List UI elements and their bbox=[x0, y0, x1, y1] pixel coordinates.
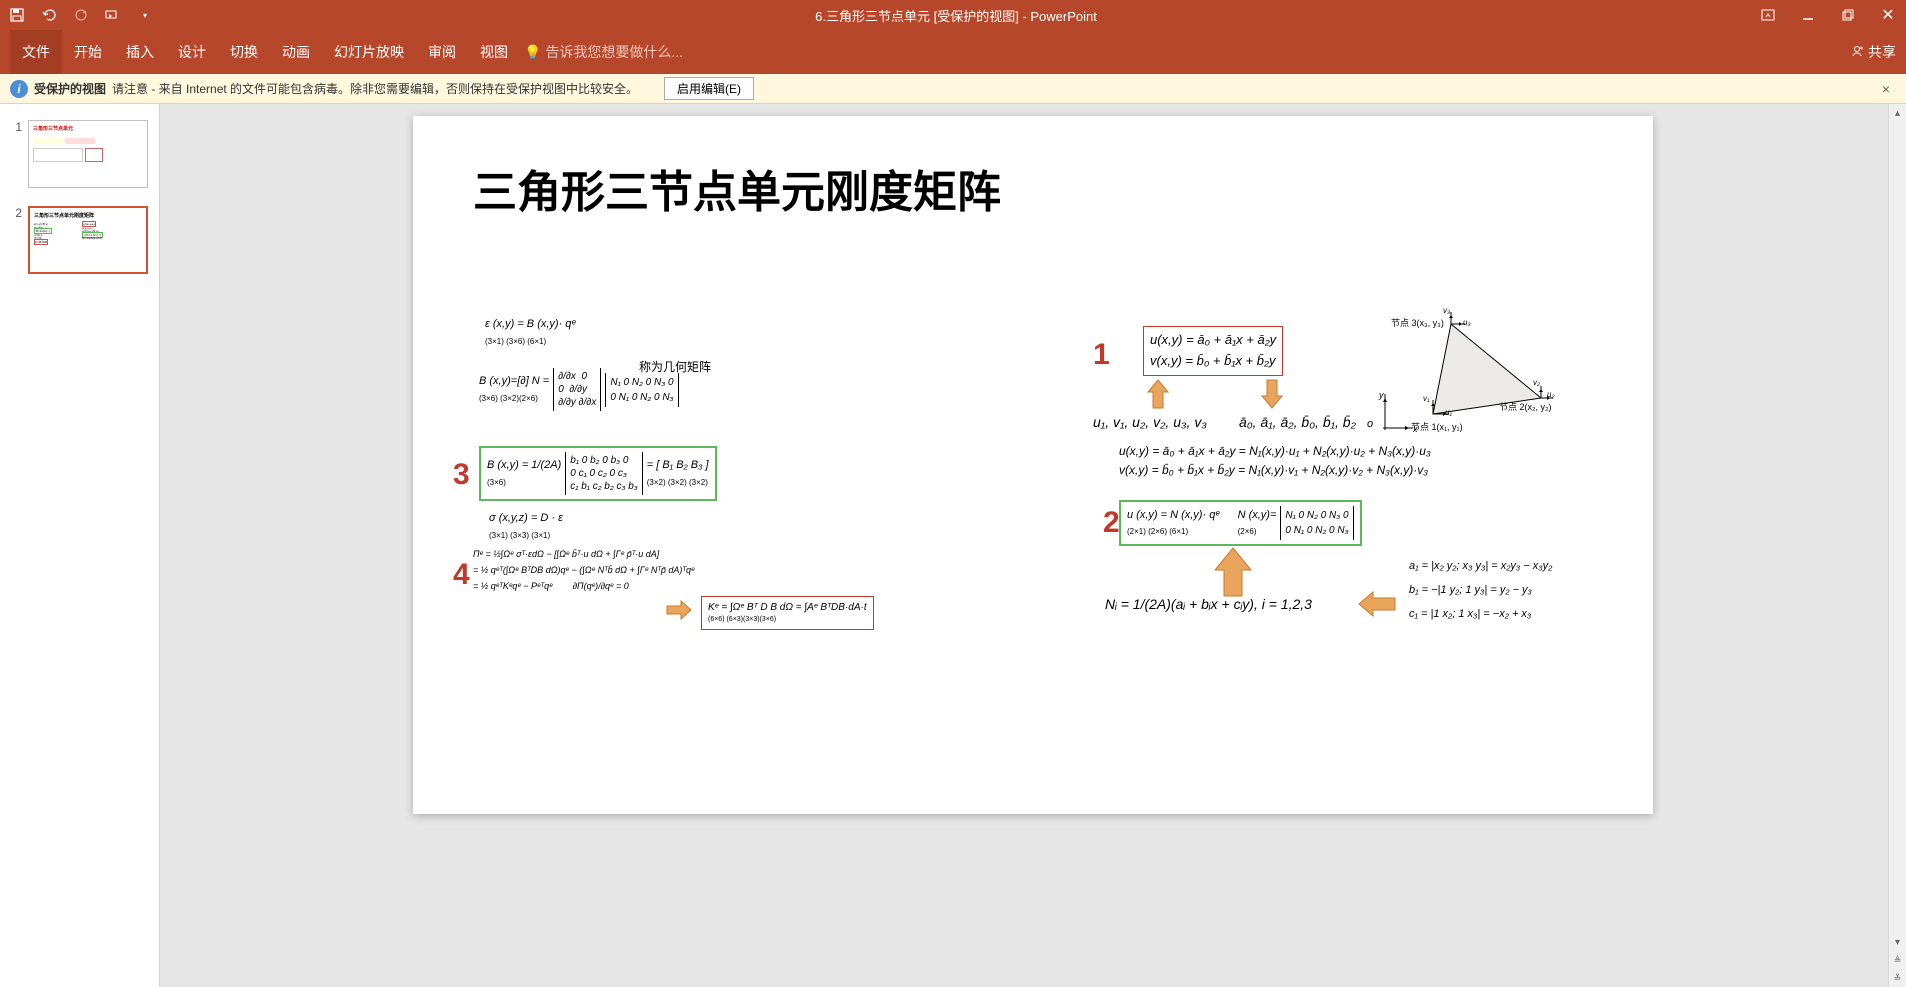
eq-sigma: σ (x,y,z) = D · ε (3×1) (3×3) (3×1) bbox=[489, 510, 563, 543]
tab-design[interactable]: 设计 bbox=[166, 30, 218, 74]
scroll-down-icon[interactable]: ▾ bbox=[1889, 933, 1906, 951]
eq-epsilon: ε (x,y) = B (x,y)· qᵉ (3×1) (3×6) (6×1) bbox=[485, 316, 576, 349]
eq-abc-dets: a₁ = |x₂ y₂; x₃ y₃| = x₂y₃ − x₃y₂ b₁ = −… bbox=[1409, 554, 1552, 627]
eq-B-final: B (x,y) = 1/(2A) (3×6) b₁ 0 b₂ 0 b₃ 00 c… bbox=[479, 446, 717, 501]
start-from-beginning-icon[interactable] bbox=[104, 6, 122, 24]
vertical-scrollbar[interactable]: ▴ ▾ ≜ ≚ bbox=[1888, 104, 1906, 987]
node2-label: 节点 2(x₂, y₂) bbox=[1499, 400, 1552, 413]
eq-Pi: Πᵉ = ½∫Ωᵉ σᵀ·εdΩ − [∫Ωᵉ b̄ᵀ·u dΩ + ∫Γᵉ p… bbox=[473, 546, 694, 595]
triangle-diagram: x y 节点 1(x₁, y₁) 节点 2(x₂, y₂) 节点 3(x₃, y… bbox=[1373, 308, 1553, 443]
tab-home[interactable]: 开始 bbox=[62, 30, 114, 74]
slide-area: 三角形三节点单元刚度矩阵 3 4 1 2 ε (x,y) = B (x,y)· … bbox=[160, 104, 1906, 987]
eq-uv-symbols: u₁, v₁, u₂, v₂, u₃, v₃ bbox=[1093, 412, 1207, 433]
tell-me-text: 告诉我您想要做什么... bbox=[545, 42, 683, 62]
eq-Ni: Nᵢ = 1/(2A)(aᵢ + bᵢx + cᵢy), i = 1,2,3 bbox=[1105, 594, 1312, 615]
thumbnail-panel: 1 三角形三节点单元 2 三角形三节点单元刚度矩阵 ε(x,y)=B·qB=[∂… bbox=[0, 104, 160, 987]
slide-thumbnail-2[interactable]: 三角形三节点单元刚度矩阵 ε(x,y)=B·qB=[∂]NB=1/2A[...]… bbox=[28, 206, 148, 274]
thumb-number: 1 bbox=[8, 120, 22, 188]
thumbnail-row: 1 三角形三节点单元 bbox=[0, 116, 159, 202]
node3-label: 节点 3(x₃, y₃) bbox=[1391, 316, 1444, 329]
v1-label: v₁ bbox=[1423, 394, 1430, 403]
tab-slideshow[interactable]: 幻灯片放映 bbox=[322, 30, 416, 74]
ribbon: 文件 开始 插入 设计 切换 动画 幻灯片放映 审阅 视图 💡 告诉我您想要做什… bbox=[0, 30, 1906, 74]
maximize-icon[interactable] bbox=[1838, 5, 1858, 25]
tab-file[interactable]: 文件 bbox=[10, 30, 62, 74]
titlebar: ▾ 6.三角形三节点单元 [受保护的视图] - PowerPoint ✕ bbox=[0, 0, 1906, 30]
slide-thumbnail-1[interactable]: 三角形三节点单元 bbox=[28, 120, 148, 188]
share-button[interactable]: 共享 bbox=[1850, 42, 1896, 62]
undo-icon[interactable] bbox=[40, 6, 58, 24]
eq-uv-linear: u(x,y) = ā₀ + ā₁x + ā₂y v(x,y) = b̄₀ + b… bbox=[1143, 326, 1283, 376]
u3-label: u₃ bbox=[1463, 318, 1471, 327]
ribbon-display-icon[interactable] bbox=[1758, 5, 1778, 25]
window-controls: ✕ bbox=[1758, 5, 1898, 25]
scroll-up-icon[interactable]: ▴ bbox=[1889, 104, 1906, 122]
node1-label: 节点 1(x₁, y₁) bbox=[1411, 420, 1463, 433]
u2-label: u₂ bbox=[1547, 390, 1555, 399]
info-icon: i bbox=[10, 80, 28, 98]
window-title: 6.三角形三节点单元 [受保护的视图] - PowerPoint bbox=[154, 6, 1758, 25]
tab-review[interactable]: 审阅 bbox=[416, 30, 468, 74]
u1-label: u₁ bbox=[1445, 408, 1452, 417]
v3-label: v₃ bbox=[1443, 306, 1450, 315]
tab-animations[interactable]: 动画 bbox=[270, 30, 322, 74]
geom-matrix-label: 称为几何矩阵 bbox=[639, 358, 711, 376]
protected-message: 请注意 - 来自 Internet 的文件可能包含病毒。除非您需要编辑，否则保持… bbox=[112, 80, 638, 97]
next-slide-icon[interactable]: ≚ bbox=[1889, 969, 1906, 987]
quick-access-toolbar: ▾ bbox=[8, 6, 154, 24]
enable-editing-button[interactable]: 启用编辑(E) bbox=[664, 77, 754, 100]
annotation-1: 1 bbox=[1093, 338, 1110, 372]
arrow-left-icon bbox=[1357, 590, 1397, 623]
right-arrow-icon bbox=[665, 600, 693, 625]
lightbulb-icon: 💡 bbox=[524, 44, 541, 61]
eq-uv-shape: u(x,y) = ā₀ + ā₁x + ā₂y = N₁(x,y)·u₁ + N… bbox=[1119, 442, 1431, 480]
share-icon bbox=[1850, 44, 1864, 61]
slide-canvas: 三角形三节点单元刚度矩阵 3 4 1 2 ε (x,y) = B (x,y)· … bbox=[413, 116, 1653, 814]
annotation-3: 3 bbox=[453, 458, 470, 492]
tab-insert[interactable]: 插入 bbox=[114, 30, 166, 74]
prev-slide-icon[interactable]: ≜ bbox=[1889, 951, 1906, 969]
close-icon[interactable]: ✕ bbox=[1878, 5, 1898, 25]
save-icon[interactable] bbox=[8, 6, 26, 24]
annotation-4: 4 bbox=[453, 558, 470, 592]
qat-dropdown-icon[interactable]: ▾ bbox=[136, 6, 154, 24]
close-bar-icon[interactable]: × bbox=[1876, 81, 1896, 97]
redo-icon[interactable] bbox=[72, 6, 90, 24]
arrow-down-icon bbox=[1259, 378, 1285, 415]
arrow-up-icon bbox=[1145, 378, 1171, 415]
eq-Ke: Kᵉ = ∫Ωᵉ Bᵀ D B dΩ = ∫Aᵉ BᵀDB·dA·t (6×6)… bbox=[701, 596, 874, 630]
thumb-number: 2 bbox=[8, 206, 22, 274]
tab-transitions[interactable]: 切换 bbox=[218, 30, 270, 74]
slide-title: 三角形三节点单元刚度矩阵 bbox=[473, 156, 1001, 220]
share-label: 共享 bbox=[1868, 42, 1896, 62]
protected-view-bar: i 受保护的视图 请注意 - 来自 Internet 的文件可能包含病毒。除非您… bbox=[0, 74, 1906, 104]
thumbnail-row: 2 三角形三节点单元刚度矩阵 ε(x,y)=B·qB=[∂]NB=1/2A[..… bbox=[0, 202, 159, 288]
tab-view[interactable]: 视图 bbox=[468, 30, 520, 74]
protected-heading: 受保护的视图 bbox=[34, 80, 106, 97]
workspace: 1 三角形三节点单元 2 三角形三节点单元刚度矩阵 ε(x,y)=B·qB=[∂… bbox=[0, 104, 1906, 987]
tell-me[interactable]: 💡 告诉我您想要做什么... bbox=[524, 42, 683, 62]
annotation-2: 2 bbox=[1103, 506, 1120, 540]
v2-label: v₂ bbox=[1533, 378, 1540, 387]
minimize-icon[interactable] bbox=[1798, 5, 1818, 25]
eq-u-Nq: u (x,y) = N (x,y)· qᵉ (2×1) (2×6) (6×1) … bbox=[1119, 500, 1362, 546]
svg-text:y: y bbox=[1378, 390, 1384, 400]
eq-ab-symbols: ā₀, ā₁, ā₂, b̄₀, b̄₁, b̄₂ bbox=[1239, 412, 1356, 433]
